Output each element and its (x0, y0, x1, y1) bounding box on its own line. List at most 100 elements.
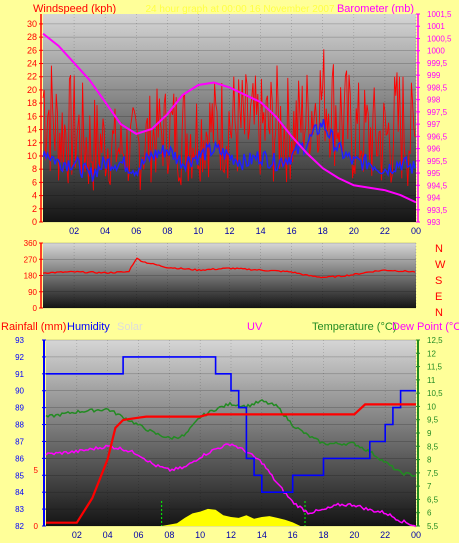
rain-x-tick-label: 16 (288, 530, 298, 540)
wind-tick-label: 12 (27, 138, 37, 148)
barometer-tick-label: 995,5 (427, 157, 448, 166)
rainfall-axis-title: Rainfall (mm) (1, 321, 66, 333)
rain-tick-label: 0 (34, 522, 39, 531)
humidity-tick-label: 84 (15, 488, 24, 497)
wind-x-tick-label: 04 (100, 226, 110, 236)
compass-e: E (435, 291, 442, 303)
rain-axes: 82 83 84 85 86 87 88 89 90 91 92 93 0 5 5,5 6 6,5 7 7,5 8 8,… (15, 336, 443, 540)
rain-x-tick-label: 00 (411, 530, 421, 540)
barometer-tick-label: 997 (427, 120, 441, 129)
humidity-tick-label: 82 (15, 522, 24, 531)
wind-x-tick-label: 10 (193, 226, 203, 236)
rain-x-tick-label: 12 (226, 530, 236, 540)
barometer-tick-label: 998,5 (427, 83, 448, 92)
wind-x-tick-label: 00 (411, 226, 421, 236)
rain-x-tick-label: 18 (318, 530, 328, 540)
wind-series (42, 32, 417, 204)
barometer-tick-label: 993,5 (427, 206, 448, 215)
humidity-tick-label: 85 (15, 471, 24, 480)
temperature-tick-label: 9,5 (427, 416, 439, 425)
humidity-tick-label: 86 (15, 454, 24, 463)
wind-direction-line (42, 257, 416, 279)
rain-x-tick-label: 20 (349, 530, 359, 540)
wind-tick-label: 20 (27, 85, 37, 95)
temperature-tick-label: 6,5 (427, 495, 439, 504)
solar-area (161, 508, 301, 526)
temperature-tick-label: 12,5 (427, 336, 443, 345)
wind-tick-label: 10 (27, 151, 37, 161)
barometer-tick-label: 994 (427, 194, 441, 203)
barometer-tick-label: 1001 (427, 22, 445, 31)
wind-tick-label: 6 (32, 177, 37, 187)
humidity-tick-label: 92 (15, 353, 24, 362)
rain-series (45, 356, 417, 528)
wind-tick-label: 16 (27, 111, 37, 121)
compass-n-top: N (435, 243, 443, 255)
barometer-tick-label: 996,5 (427, 132, 448, 141)
wind-gust-line (42, 49, 416, 191)
humidity-tick-label: 93 (15, 336, 24, 345)
rain-x-tick-label: 06 (133, 530, 143, 540)
temperature-tick-label: 8,5 (427, 442, 439, 451)
wind-tick-label: 26 (27, 45, 37, 55)
rain-x-tick-label: 22 (380, 530, 390, 540)
rain-plot-area (46, 340, 416, 526)
barometer-tick-label: 1000,5 (427, 34, 452, 43)
wind-tick-label: 2 (32, 204, 37, 214)
temperature-tick-label: 7,5 (427, 469, 439, 478)
direction-tick-label: 90 (28, 288, 37, 297)
humidity-tick-label: 90 (15, 387, 24, 396)
rain-tick-label: 5 (34, 466, 39, 475)
barometer-line (42, 32, 417, 204)
wind-tick-label: 0 (32, 217, 37, 227)
wind-tick-label: 14 (27, 125, 37, 135)
wind-x-tick-label: 06 (131, 226, 141, 236)
solar-legend: Solar (117, 321, 143, 333)
temperature-tick-label: 10,5 (427, 389, 443, 398)
rainfall-line (46, 403, 416, 524)
direction-plot-area (43, 243, 416, 308)
wind-x-tick-label: 18 (318, 226, 328, 236)
humidity-tick-label: 83 (15, 505, 24, 514)
temperature-tick-label: 6 (427, 509, 432, 518)
temperature-tick-label: 5,5 (427, 522, 439, 531)
direction-series (42, 257, 416, 279)
wind-tick-label: 4 (32, 191, 37, 201)
wind-tick-label: 24 (27, 59, 37, 69)
wind-tick-label: 18 (27, 98, 37, 108)
barometer-axis-title: Barometer (mb) (337, 3, 414, 15)
wind-x-tick-label: 14 (256, 226, 266, 236)
rain-x-tick-label: 10 (195, 530, 205, 540)
temperature-tick-label: 9 (427, 429, 432, 438)
direction-grid (43, 242, 417, 309)
temperature-axis-title: Temperature (°C) (312, 321, 396, 333)
temperature-tick-label: 11 (427, 376, 436, 385)
barometer-tick-label: 1001,5 (427, 10, 452, 19)
temperature-tick-label: 7 (427, 482, 432, 491)
barometer-tick-label: 996 (427, 145, 441, 154)
rain-x-tick-label: 02 (72, 530, 82, 540)
humidity-line (46, 356, 416, 493)
dewpoint-line (45, 443, 417, 528)
wind-grid (43, 14, 417, 223)
humidity-tick-label: 89 (15, 404, 24, 413)
wind-average-line (42, 118, 416, 182)
barometer-tick-label: 995 (427, 169, 441, 178)
compass-s: S (435, 275, 442, 287)
barometer-tick-label: 999 (427, 71, 441, 80)
wind-tick-label: 28 (27, 32, 37, 42)
wind-tick-label: 22 (27, 72, 37, 82)
wind-x-tick-label: 02 (69, 226, 79, 236)
wind-x-tick-label: 08 (162, 226, 172, 236)
humidity-tick-label: 88 (15, 421, 24, 430)
wind-axis-title: Windspeed (kph) (33, 3, 116, 15)
direction-tick-label: 180 (24, 272, 38, 281)
compass-n-bottom: N (435, 307, 443, 319)
temperature-line (45, 398, 417, 477)
barometer-tick-label: 999,5 (427, 59, 448, 68)
temperature-tick-label: 8 (427, 456, 432, 465)
compass-w: W (435, 259, 446, 271)
direction-tick-label: 0 (33, 304, 38, 313)
wind-x-tick-label: 22 (380, 226, 390, 236)
